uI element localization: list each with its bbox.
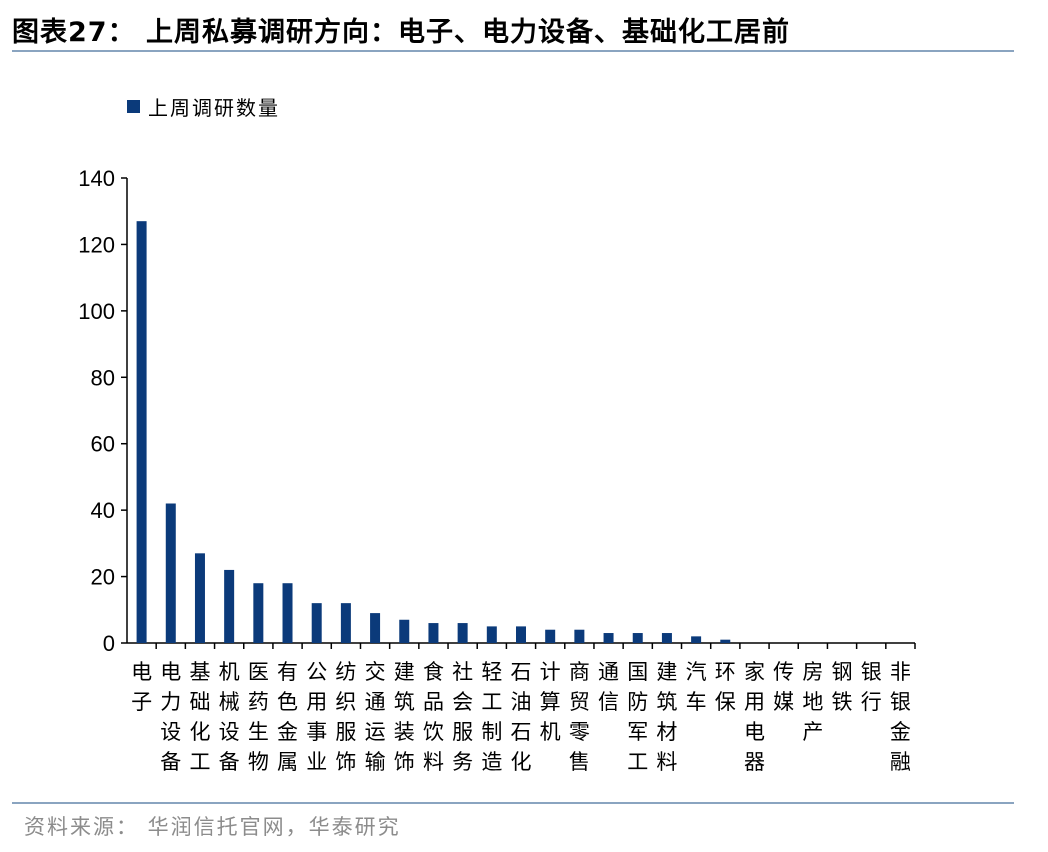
legend: 上周调研数量	[127, 92, 280, 121]
x-tick-label: 交通运输	[365, 660, 386, 774]
bar	[516, 626, 526, 643]
x-tick-label: 基础化工	[189, 660, 210, 774]
bar	[632, 633, 643, 643]
bar	[282, 583, 293, 643]
source-note: 资料来源： 华润信托官网，华泰研究	[24, 815, 401, 839]
y-tick-label: 0	[103, 631, 115, 656]
x-tick-label: 机械设备	[219, 660, 240, 774]
bar	[224, 569, 235, 643]
bar	[720, 639, 731, 643]
x-tick-label: 轻工制造	[481, 660, 502, 774]
legend-swatch	[127, 100, 140, 113]
x-tick-label: 建筑装饰	[394, 660, 415, 774]
bar	[194, 553, 205, 643]
x-tick-label: 家用电器	[744, 660, 765, 774]
y-tick-label: 60	[91, 432, 115, 457]
y-tick-label: 20	[91, 565, 115, 590]
top-rule	[12, 50, 1014, 52]
x-tick-label: 商贸零售	[569, 660, 590, 774]
y-tick-label: 140	[78, 166, 115, 191]
bar	[428, 623, 439, 643]
y-tick-label: 80	[91, 365, 115, 390]
bar	[136, 221, 147, 643]
bar	[399, 619, 410, 643]
bar	[253, 583, 264, 643]
x-tick-label: 医药生物	[248, 660, 269, 774]
x-tick-label: 纺织服饰	[335, 660, 356, 774]
x-tick-label: 公用事业	[306, 660, 327, 774]
bar	[340, 603, 351, 643]
chart-title: 图表27： 上周私募调研方向：电子、电力设备、基础化工居前	[12, 17, 790, 48]
legend-label: 上周调研数量	[148, 96, 280, 120]
x-tick-label: 非银金融	[890, 660, 911, 774]
bar	[486, 626, 497, 643]
x-tick-label: 电子	[131, 660, 152, 714]
y-tick-label: 100	[78, 299, 115, 324]
bar	[574, 629, 585, 643]
x-tick-label: 计算机	[540, 660, 561, 744]
bar	[311, 603, 322, 643]
bar	[165, 503, 176, 643]
x-tick-label: 钢铁	[832, 660, 853, 714]
x-tick-label: 有色金属	[277, 660, 298, 774]
bar	[370, 613, 381, 643]
x-tick-label: 石油石化	[511, 660, 532, 774]
y-tick-label: 40	[91, 498, 115, 523]
x-tick-label: 食品饮料	[423, 660, 444, 774]
x-tick-label: 国防军工	[627, 660, 648, 774]
bar-chart: 0 20 40 60 80 100 120 140 电子电力设备基础化工机械设备医药生物有色金属…	[78, 166, 916, 774]
x-tick-label: 汽车	[686, 660, 707, 714]
bar	[545, 629, 556, 643]
x-tick-label: 建筑材料	[656, 660, 677, 774]
x-tick-label: 房地产	[802, 660, 823, 744]
x-tick-label: 电力设备	[160, 660, 181, 774]
x-tick-label: 环保	[715, 660, 736, 714]
x-tick-label: 社会服务	[452, 660, 473, 774]
bar	[691, 636, 702, 643]
x-tick-label: 通信	[598, 660, 619, 714]
bottom-rule	[12, 802, 1014, 804]
x-tick-label: 传媒	[773, 660, 794, 714]
y-tick-label: 120	[78, 232, 115, 257]
bar	[457, 623, 468, 643]
bar	[603, 633, 614, 643]
x-tick-label: 银行	[861, 660, 882, 714]
bar	[661, 633, 672, 643]
